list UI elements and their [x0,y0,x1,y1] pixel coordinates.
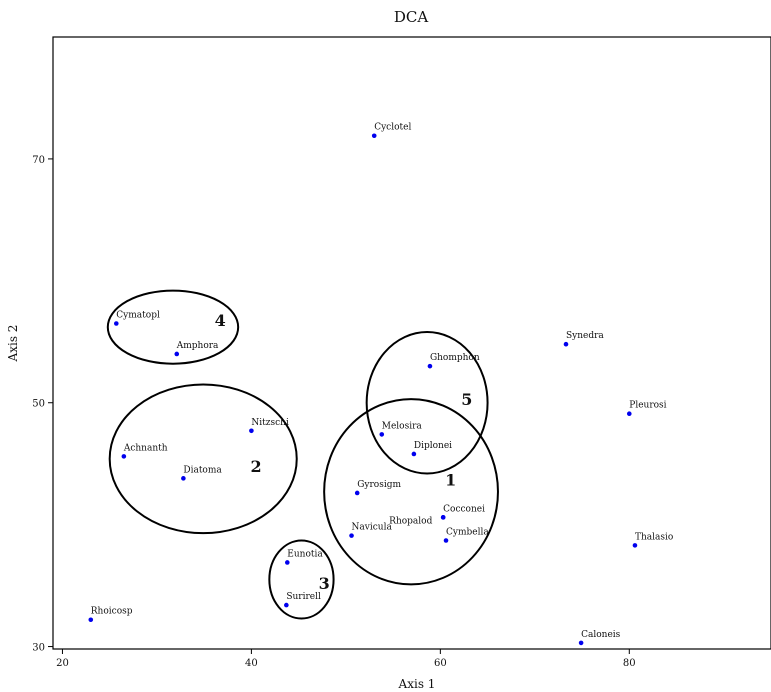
point-label: Cymbella [446,527,489,537]
point-cymatopl [114,321,119,326]
point-label: Diatoma [183,465,222,475]
point-gyrosigm [355,491,360,496]
point-rhopalod [441,515,446,520]
point-cymbella [444,538,449,543]
point-label: Amphora [176,341,219,351]
point-achnanth [122,454,127,459]
point-thalasio [633,543,638,548]
point-eunotia [285,560,290,565]
point-amphora [174,352,179,357]
point-label: Eunotia [287,549,323,559]
point-label: Cocconei [443,504,485,514]
point-label: Nitzschi [251,418,289,428]
point-label: Diplonei [414,441,452,451]
cluster-label-5: 5 [461,390,472,409]
plot-frame [53,37,771,649]
point-label: Cymatopl [116,310,160,320]
x-tick-label: 80 [623,658,636,669]
point-label: Ghomphon [430,353,480,363]
point-label: Rhoicosp [91,607,133,617]
point-caloneis [579,641,584,646]
point-label: Navicula [352,523,393,533]
point-label: Caloneis [581,630,621,640]
y-tick-label: 50 [32,399,45,410]
point-label: Melosira [382,421,423,431]
point-navicula [349,533,354,538]
point-pleurosi [627,411,632,416]
point-label: Cyclotel [374,123,411,133]
point-ghomphon [428,364,433,369]
point-synedra [564,342,569,347]
y-axis-label: Axis 2 [6,325,20,363]
point-label: Achnanth [123,443,168,453]
point-cyclotel [372,133,377,138]
point-surirell [284,603,289,608]
point-label: Gyrosigm [357,480,401,490]
point-melosira [379,432,384,437]
chart-title: DCA [394,8,429,26]
cluster-ellipse-2 [110,384,297,533]
cluster-label-1: 1 [445,471,456,490]
point-nitzschi [249,428,254,433]
x-tick-label: 40 [245,658,258,669]
cluster-label-3: 3 [319,574,330,593]
y-tick-label: 70 [32,155,45,166]
cluster-ellipses: 1 2 3 4 5 [108,291,498,619]
point-label: Thalasio [635,532,673,542]
y-tick-label: 30 [32,643,45,654]
point-rhoicosp [88,617,93,622]
data-points: Cyclotel Cymatopl Amphora Synedra Ghomphon Pl… [88,123,673,645]
cluster-label-4: 4 [215,311,226,330]
x-tick-label: 20 [56,658,69,669]
point-label: Surirell [286,592,321,602]
x-axis-label: Axis 1 [398,677,436,691]
point-label: Synedra [566,331,604,341]
point-diatoma [181,476,186,481]
x-axis-ticks: 20 40 60 80 [56,649,636,669]
cluster-label-2: 2 [251,457,262,476]
point-diplonei [412,452,417,457]
x-tick-label: 60 [434,658,447,669]
y-axis-ticks: 30 50 70 [32,155,53,654]
point-label: Rhopalod [389,516,432,526]
point-label: Pleurosi [629,401,666,411]
